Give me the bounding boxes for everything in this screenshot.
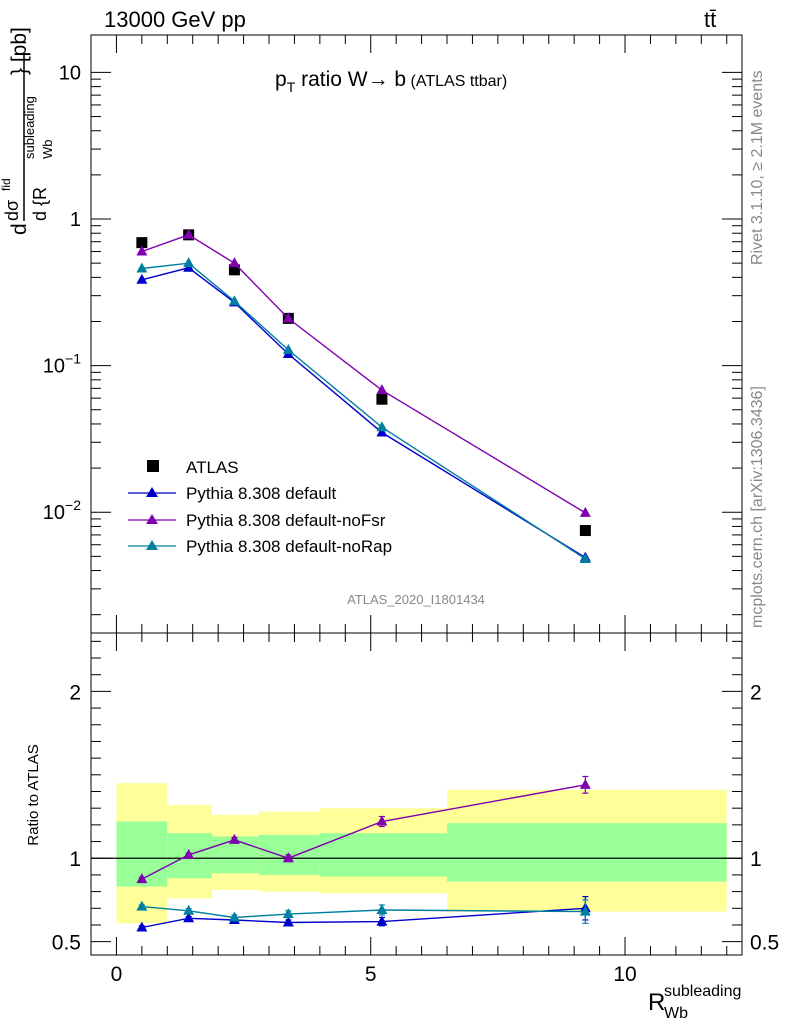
ratio-y-label: Ratio to ATLAS [25,744,42,845]
svg-text:d: d [8,223,31,235]
ratio-point-1 [183,848,195,859]
energy-label: 13000 GeV pp [104,7,246,32]
ratio-point-0 [282,916,294,927]
svg-text:subleading: subleading [664,983,741,1000]
svg-text:Wb: Wb [40,140,55,160]
main-series-layer [136,228,591,563]
data-point-2 [228,257,240,268]
x-tick-label: 10 [613,963,636,986]
data-point-3 [183,257,195,268]
svg-text:R: R [648,989,665,1016]
x-axis-label: R subleading Wb [648,983,741,1022]
ratio-point-2 [183,904,195,915]
ratio-line-1 [141,784,586,880]
ratio-point-2 [282,908,294,919]
legend-label-nofsr: Pythia 8.308 default-noFsr [186,511,386,530]
ratio-panel: 0.5 0.5 1 1 2 2 0 5 10 Ratio to ATLAS R sublead… [25,632,779,1022]
ratio-point-1 [282,852,294,863]
data-point-1 [136,273,148,284]
y-tick-label: 10−2 [43,497,81,524]
plot-title: pT ratio W→ b (ATLAS ttbar) [275,68,507,95]
svg-text:d {R: d {R [30,187,50,221]
x-tick-label: 0 [111,963,123,986]
ratio-line-0 [141,907,586,929]
ratio-line-2 [141,905,586,919]
ratio-point-2 [579,905,591,916]
ratio-point-0 [376,915,388,926]
legend-marker-norap [146,540,158,550]
x-tick-label: 5 [365,963,377,986]
data-point-3 [228,295,240,306]
ratio-y-tick-label-right: 1 [750,848,762,871]
ratio-point-0 [183,912,195,923]
ratio-y-tick-label-right: 2 [750,681,762,704]
ratio-y-tick-labels: 0.5 0.5 1 1 2 2 [52,681,779,954]
main-axis-ticks [91,35,742,633]
legend-label-atlas: ATLAS [186,458,239,477]
legend-label-default: Pythia 8.308 default [186,484,337,503]
y-tick-label: 10 [59,62,81,84]
ratio-point-2 [376,903,388,914]
data-point-2 [579,506,591,517]
data-point-3 [579,552,591,563]
data-point-2 [136,245,148,256]
ratio-y-tick-label-left: 1 [69,848,81,871]
legend-label-norap: Pythia 8.308 default-noRap [186,537,392,556]
y-tick-label: 10−1 [43,351,81,378]
process-label: tt̄ [704,7,716,32]
series-line-2 [141,234,586,514]
data-point-3 [376,421,388,432]
svg-text:subleading: subleading [22,96,37,159]
ratio-point-1 [136,873,148,884]
ratio-point-2 [228,911,240,922]
data-point-2 [183,228,195,239]
data-point-atlas [136,237,148,249]
ratio-series-layer [136,775,591,932]
ratio-point-1 [579,778,591,789]
ratio-point-2 [136,900,148,911]
data-point-2 [282,312,294,323]
ratio-point-1 [228,833,240,844]
legend-marker-nofsr [146,514,158,524]
data-point-1 [376,426,388,437]
ratio-point-1 [376,815,388,826]
legend-marker-default [146,487,158,497]
ratio-point-0 [136,921,148,932]
inner-band [319,833,448,877]
svg-text:Wb: Wb [664,1005,688,1022]
ratio-frame [90,632,743,956]
data-point-atlas [579,525,591,537]
x-tick-labels: 0 5 10 [111,963,637,986]
data-point-3 [136,262,148,273]
data-point-2 [376,384,388,395]
main-y-tick-labels: 10 1 10−1 10−2 [43,62,81,524]
ratio-axis-ticks [91,633,742,955]
data-point-3 [282,343,294,354]
svg-text:fid: fid [0,178,13,191]
mcplots-note: mcplots.cern.ch [arXiv:1306.3436] [749,386,766,628]
y-tick-label: 1 [70,209,81,231]
ratio-y-tick-label-left: 0.5 [52,932,81,955]
inner-band [447,823,727,882]
svg-text:} [pb]: } [pb] [8,27,31,75]
data-point-atlas [228,264,240,276]
ratio-uncertainty-bands [116,783,727,924]
ratio-y-tick-label-right: 0.5 [750,932,779,955]
series-line-3 [141,262,586,560]
legend-marker-atlas [147,460,159,472]
series-line-1 [141,267,586,559]
rivet-note: Rivet 3.1.10, ≥ 2.1M events [749,70,766,265]
svg-text:dσ: dσ [2,200,22,221]
data-point-atlas [376,393,388,405]
ratio-y-tick-label-left: 2 [69,681,81,704]
legend: ATLAS Pythia 8.308 default Pythia 8.308 … [128,458,392,556]
analysis-id: ATLAS_2020_I1801434 [347,592,485,607]
main-y-label: d dσ fid d {R subleading Wb } [pb] [0,27,55,235]
